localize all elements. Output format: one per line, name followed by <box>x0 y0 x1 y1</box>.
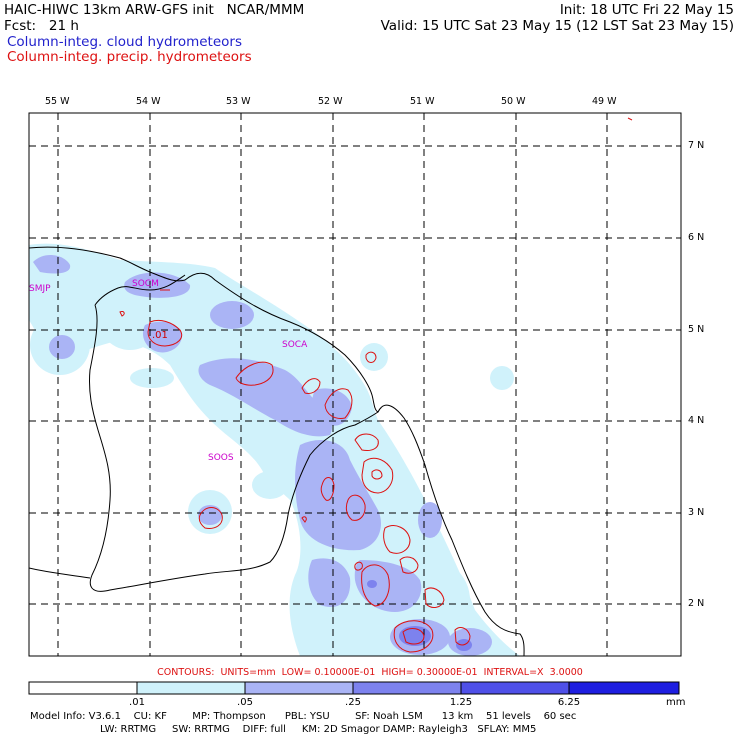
coastline-borders <box>29 246 525 656</box>
lon-label-50w: 50 W <box>501 96 526 107</box>
colorbar-label: 1.25 <box>449 697 473 708</box>
forecast-hour: Fcst: 21 h <box>4 18 79 34</box>
lat-label-2n: 2 N <box>688 598 705 609</box>
colorbar-bin <box>568 681 680 695</box>
valid-time: Valid: 15 UTC Sat 23 May 15 (12 LST Sat … <box>380 18 734 34</box>
lon-label-49w: 49 W <box>592 96 617 107</box>
map-frame <box>28 112 682 657</box>
contours-info: CONTOURS: UNITS=mm LOW= 0.10000E-01 HIGH… <box>157 667 583 678</box>
map-title: HAIC-HIWC 13km ARW-GFS init NCAR/MMM <box>4 2 305 18</box>
station-label-socm: SOCM <box>132 279 159 289</box>
model-info-line1: Model Info: V3.6.1 CU: KF MP: Thompson P… <box>30 711 577 722</box>
lat-label-3n: 3 N <box>688 507 705 518</box>
lat-label-5n: 5 N <box>688 324 705 335</box>
colorbar-bin <box>28 681 138 695</box>
lat-label-7n: 7 N <box>688 140 705 151</box>
field-precip-label: Column-integ. precip. hydrometeors <box>7 49 252 65</box>
colorbar-bin <box>244 681 354 695</box>
lon-label-55w: 55 W <box>45 96 70 107</box>
lon-label-51w: 51 W <box>410 96 435 107</box>
station-label-smjp: SMJP <box>29 284 51 294</box>
colorbar-unit: mm <box>666 697 686 708</box>
lon-label-52w: 52 W <box>318 96 343 107</box>
colorbar <box>28 681 680 695</box>
lat-label-6n: 6 N <box>688 232 705 243</box>
precip-contours <box>119 117 633 653</box>
model-info-line2: LW: RRTMG SW: RRTMG DIFF: full KM: 2D Sm… <box>100 724 537 735</box>
colorbar-bin <box>136 681 246 695</box>
contour-label: .01 <box>152 330 168 341</box>
cloud-shading-light <box>29 243 520 656</box>
init-time: Init: 18 UTC Fri 22 May 15 <box>559 2 734 18</box>
station-label-soca: SOCA <box>282 340 308 350</box>
colorbar-label: .01 <box>129 697 145 708</box>
lon-label-54w: 54 W <box>136 96 161 107</box>
station-label-soos: SOOS <box>208 453 234 463</box>
lat-label-4n: 4 N <box>688 415 705 426</box>
colorbar-label: .25 <box>345 697 361 708</box>
lon-label-53w: 53 W <box>226 96 251 107</box>
colorbar-label: 6.25 <box>557 697 581 708</box>
field-cloud-label: Column-integ. cloud hydrometeors <box>7 34 243 50</box>
lat-tick-marks <box>676 145 681 605</box>
lat-lon-grid <box>29 113 681 656</box>
colorbar-bin <box>460 681 570 695</box>
colorbar-bin <box>352 681 462 695</box>
colorbar-label: .05 <box>237 697 253 708</box>
